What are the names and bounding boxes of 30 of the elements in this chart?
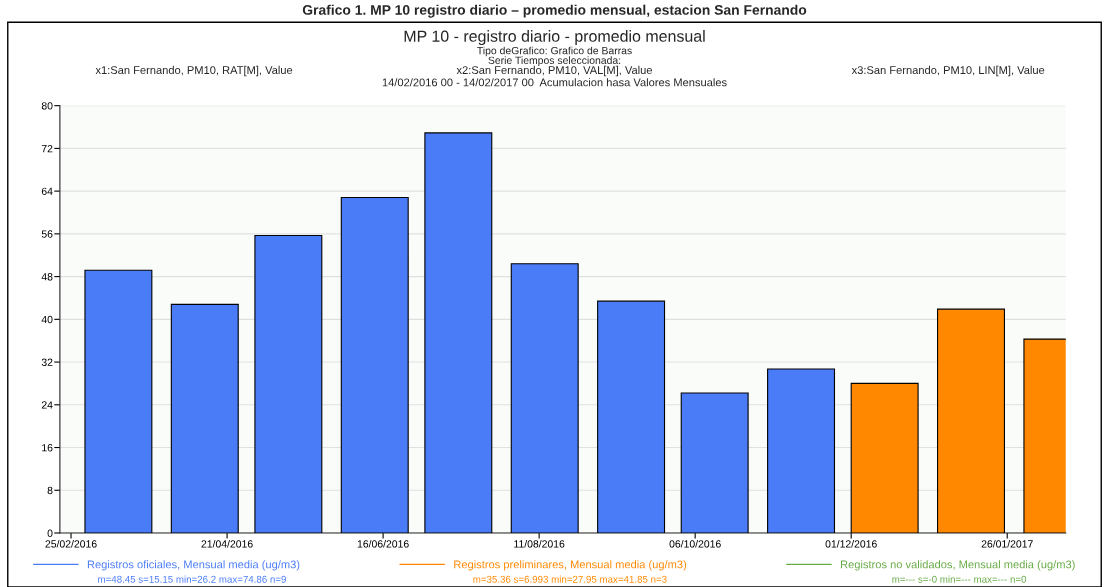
y-tick-label: 80 — [41, 102, 53, 110]
text: m=--- s=-0 min=--- max=--- n=0 — [892, 575, 1027, 583]
y-tick-label: 0 — [47, 529, 53, 537]
y-tick-label: 24 — [41, 401, 53, 409]
y-tick-label: 40 — [41, 315, 53, 324]
x-tick-label: 26/01/2017 — [981, 539, 1033, 548]
text: m=35.36 s=6.993 min=27.95 max=41.85 n=3 — [473, 575, 667, 583]
x-tick-label: 11/08/2016 — [514, 539, 565, 548]
y-tick-label: 56 — [41, 230, 53, 238]
text: x3:San Fernando, PM10, LIN[M], Value — [851, 65, 1045, 77]
y-tick-label: 8 — [47, 486, 53, 495]
x-tick-label: 06/10/2016 — [669, 539, 721, 548]
text: x2:San Fernando, PM10, VAL[M], Value — [456, 65, 653, 77]
y-tick-label: 64 — [41, 187, 53, 195]
y-tick-label: 32 — [41, 358, 53, 366]
text: m=48.45 s=15.15 min=26.2 max=74.86 n=9 — [98, 575, 286, 583]
x-tick-label: 16/06/2016 — [357, 539, 409, 548]
text: 14/02/2016 00 - 14/02/2017 00 Acumulacion hasa Valores Mensuales — [382, 78, 727, 87]
x-tick-label: 25/02/2016 — [45, 539, 97, 548]
y-tick-label: 72 — [41, 144, 53, 153]
chart-title: MP 10 - registro diario - promedio mensual — [404, 30, 705, 46]
y-tick-label: 16 — [42, 444, 53, 452]
x-tick-label: 21/04/2016 — [201, 539, 253, 548]
text: x1:San Fernando, PM10, RAT[M], Value — [95, 65, 293, 77]
y-tick-label: 48 — [41, 273, 53, 281]
legend-label: Registros no validados, Mensual media (ug/m3) — [840, 560, 1075, 571]
text: Grafico 1. MP 10 registro diario – promedio mensual, estacion San Fernando — [302, 4, 807, 18]
x-tick-label: 01/12/2016 — [825, 539, 877, 548]
legend-label: Registros oficiales, Mensual media (ug/m3) — [87, 560, 300, 571]
legend-label: Registros preliminares, Mensual media (ug/m3) — [454, 560, 687, 571]
